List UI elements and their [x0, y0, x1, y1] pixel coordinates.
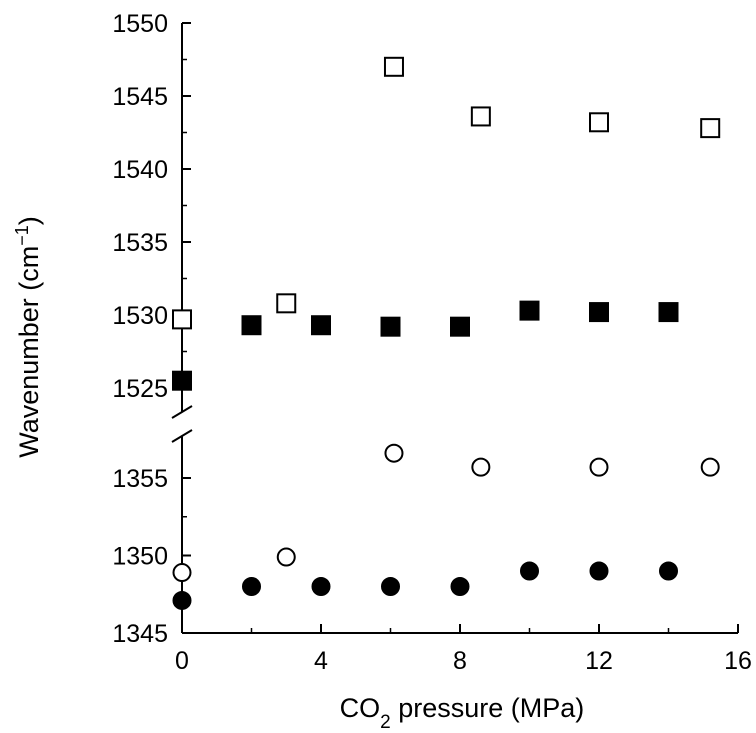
open-square-point [470, 106, 491, 127]
x-tick-label: 16 [724, 647, 752, 675]
filled-square-point [241, 315, 262, 336]
open-circle-point [471, 457, 491, 477]
open-square-point [383, 56, 404, 77]
open-square-point [172, 309, 192, 330]
y-tick-label: 1350 [112, 543, 168, 571]
filled-circle-point [589, 561, 609, 581]
filled-circle-point [450, 577, 470, 596]
axes: 0 4 8 12 16 1525 1530 1535 1540 1545 1550 1345 1350 1… [112, 10, 752, 675]
filled-square-point [519, 300, 540, 321]
y-tick-label: 1545 [112, 83, 168, 111]
y-tick-label: 1355 [112, 465, 168, 493]
y-axis-title: Wavenumber (cm−1) [12, 216, 44, 458]
open-circle-point [589, 457, 609, 477]
y-tick-label: 1530 [112, 302, 168, 330]
x-tick-label: 12 [585, 647, 613, 675]
open-square-point [700, 118, 721, 139]
x-axis-title-prefix: CO [340, 693, 381, 723]
open-circle-point [172, 563, 192, 583]
filled-circle-point [242, 577, 261, 596]
filled-square-point [658, 302, 679, 323]
y-tick-label: 1525 [112, 375, 168, 403]
x-axis-title-suffix: pressure (MPa) [391, 693, 585, 723]
x-tick-label: 8 [453, 647, 467, 675]
y-axis-title-superscript: −1 [12, 225, 32, 246]
x-axis-title: CO2 pressure (MPa) [340, 693, 585, 733]
filled-circle-point [659, 561, 678, 581]
y-tick-label: 1345 [112, 620, 168, 648]
filled-square-point [311, 315, 331, 336]
y-axis-title-prefix: Wavenumber (cm [14, 246, 44, 458]
filled-square-point [380, 316, 401, 337]
filled-circle-point [172, 590, 192, 610]
y-tick-label: 1535 [112, 229, 168, 257]
open-circle-point [384, 443, 404, 463]
data-points [172, 56, 721, 610]
x-axis-title-subscript: 2 [380, 712, 391, 733]
open-circle-point [700, 457, 720, 477]
axis-break-mark [171, 429, 193, 443]
filled-square-point [589, 302, 609, 323]
filled-square-point [450, 316, 470, 337]
y-tick-label: 1540 [112, 156, 168, 184]
open-circle-point [276, 547, 296, 567]
filled-circle-point [311, 577, 331, 596]
x-tick-label: 4 [314, 647, 328, 675]
axis-break-mark [171, 405, 193, 419]
y-tick-label: 1550 [112, 10, 168, 38]
filled-circle-point [381, 577, 400, 596]
open-square-point [589, 112, 609, 133]
open-square-point [276, 293, 297, 314]
filled-circle-point [520, 561, 539, 581]
y-axis-title-suffix: ) [14, 216, 44, 225]
x-tick-label: 0 [175, 647, 189, 675]
filled-square-point [172, 370, 192, 391]
